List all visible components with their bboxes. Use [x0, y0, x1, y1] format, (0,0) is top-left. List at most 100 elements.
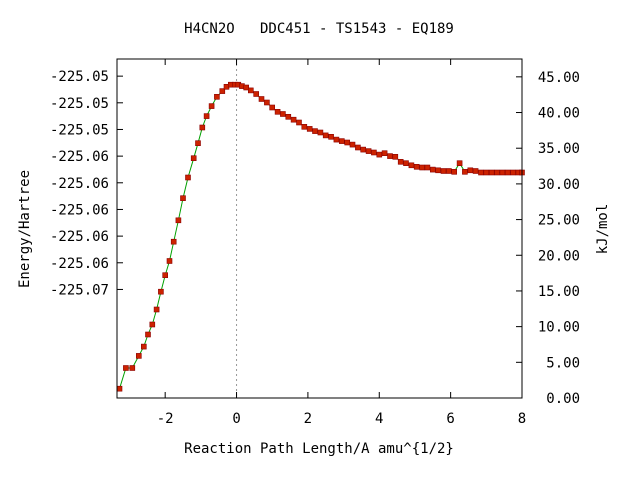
y2-tick-label: 40.00 [538, 106, 580, 122]
y2-tick-label: 15.00 [538, 284, 580, 300]
data-point [429, 166, 436, 173]
data-point [280, 111, 286, 117]
data-point [306, 126, 313, 132]
data-point [462, 169, 468, 175]
data-point [199, 124, 206, 131]
x-tick-label: 6 [446, 411, 454, 427]
data-point [312, 128, 318, 134]
x-tick-label: 8 [518, 411, 526, 427]
data-point [136, 353, 142, 359]
data-point [435, 167, 441, 174]
data-point [381, 150, 388, 156]
plot-frame [116, 58, 523, 399]
data-point [290, 116, 297, 123]
data-point [185, 174, 191, 181]
x-tick-label: 2 [304, 411, 312, 427]
data-point [504, 169, 511, 176]
data-point [499, 169, 506, 176]
data-point [203, 113, 210, 119]
y-tick-label: -225.06 [50, 149, 109, 165]
y-tick-label: -225.05 [50, 69, 109, 85]
data-point [338, 138, 345, 144]
data-point [248, 87, 254, 94]
data-point [371, 149, 377, 156]
y2-tick-label: 30.00 [538, 177, 580, 193]
data-point [153, 306, 160, 313]
data-point [145, 331, 151, 338]
data-point [494, 169, 500, 176]
data-point [166, 258, 173, 264]
data-point [158, 288, 164, 295]
data-point [243, 84, 249, 91]
data-point [129, 365, 136, 371]
y-tick-label: -225.06 [50, 256, 109, 272]
data-point [190, 155, 197, 161]
data-point [403, 160, 409, 166]
y-tick-label: -225.06 [50, 202, 109, 218]
data-point [478, 169, 484, 176]
data-point [214, 94, 220, 100]
data-point [322, 132, 329, 139]
y-axis-label: Energy/Hartree [17, 170, 33, 288]
data-point [269, 104, 276, 111]
data-point [116, 385, 123, 392]
y2-axis-label: kJ/mol [595, 204, 611, 255]
y2-tick-label: 25.00 [538, 213, 580, 229]
data-point [285, 114, 292, 120]
data-point [344, 139, 351, 146]
data-point [274, 109, 281, 115]
data-point [488, 169, 495, 176]
y-tick-label: -225.06 [50, 229, 109, 245]
data-point [219, 88, 226, 94]
data-point [175, 217, 182, 224]
y2-tick-label: 35.00 [538, 141, 580, 157]
data-point [467, 167, 474, 174]
data-point [333, 136, 340, 143]
data-point [413, 164, 420, 170]
data-point [301, 124, 308, 130]
data-point [510, 169, 516, 176]
y2-tick-label: 0.00 [546, 391, 580, 407]
x-axis-label: Reaction Path Length/A amu^{1/2} [184, 441, 454, 457]
x-tick-label: 0 [232, 411, 240, 427]
data-point [317, 129, 324, 136]
data-point [141, 343, 147, 350]
y2-tick-label: 10.00 [538, 320, 580, 336]
chart-title: H4CN2O DDC451 - TS1543 - EQ189 [184, 21, 454, 37]
data-point [349, 141, 356, 148]
y2-tick-label: 20.00 [538, 248, 580, 264]
data-point [376, 151, 383, 158]
y2-tick-label: 5.00 [546, 355, 580, 371]
data-point [170, 238, 177, 245]
data-point [387, 153, 393, 159]
data-point [360, 146, 367, 153]
data-point [296, 119, 302, 126]
data-point [419, 164, 425, 171]
data-point [258, 96, 265, 102]
y-tick-label: -225.07 [50, 282, 109, 298]
y-tick-label: -225.06 [50, 176, 109, 192]
data-point [208, 103, 215, 109]
data-point [355, 144, 361, 151]
x-tick-label: -2 [157, 411, 174, 427]
data-point [424, 164, 431, 171]
y2-tick-label: 45.00 [538, 70, 580, 86]
data-point [180, 195, 186, 201]
data-point [365, 148, 372, 154]
data-point [440, 168, 447, 174]
data-point [264, 99, 270, 106]
data-point [149, 321, 156, 328]
data-point [123, 365, 129, 371]
y-tick-label: -225.05 [50, 96, 109, 112]
data-point [392, 154, 399, 160]
data-point [195, 140, 201, 146]
data-point [483, 169, 490, 176]
data-point [328, 134, 334, 140]
data-point [456, 160, 463, 166]
data-point [162, 272, 168, 279]
data-point [472, 168, 479, 174]
data-point [408, 162, 415, 169]
data-point [397, 159, 404, 165]
x-tick-label: 4 [375, 411, 383, 427]
data-point [451, 169, 458, 175]
